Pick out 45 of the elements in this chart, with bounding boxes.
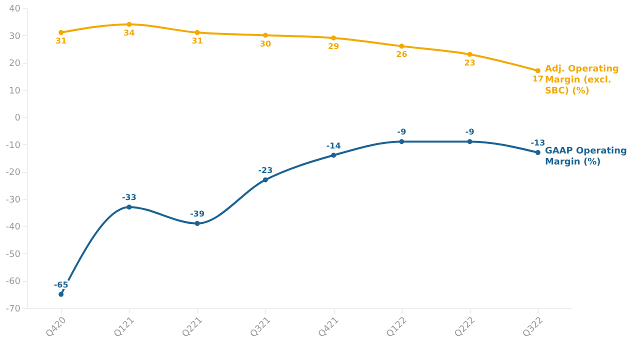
y-tick-label: 20: [9, 59, 21, 70]
point: [194, 220, 200, 226]
data-label: 31: [192, 36, 204, 46]
point: [399, 44, 404, 49]
y-tick-label: 0: [14, 114, 21, 124]
data-label: 29: [328, 42, 340, 51]
series-label: GAAP Operating Margin (%): [544, 146, 627, 168]
data-label: -9: [397, 128, 407, 137]
y-tick-label: -20: [6, 168, 21, 178]
point: [262, 32, 268, 38]
point: [58, 30, 64, 36]
point: [535, 68, 540, 74]
point: [535, 150, 540, 156]
data-label: -23: [258, 166, 273, 175]
point: [126, 204, 132, 210]
point: [331, 36, 336, 40]
point: [58, 292, 64, 297]
y-tick-label: 40: [9, 4, 21, 14]
data-label: 26: [396, 50, 408, 60]
y-tick-label: -40: [6, 222, 21, 233]
data-label: 17: [532, 74, 544, 84]
point: [126, 22, 132, 27]
point: [399, 139, 404, 144]
data-label: -13: [530, 138, 546, 148]
point: [331, 152, 336, 158]
y-tick-label: -60: [6, 277, 21, 288]
data-label: -39: [190, 209, 205, 218]
data-label: -9: [465, 128, 475, 137]
data-label: 30: [260, 39, 272, 48]
data-label: 34: [124, 28, 136, 38]
y-tick-label: 30: [9, 32, 21, 42]
y-tick-label: 10: [9, 86, 21, 96]
data-label: 31: [55, 36, 68, 46]
point: [194, 30, 200, 36]
data-label: -33: [122, 193, 136, 202]
data-label: -14: [326, 141, 342, 150]
point: [262, 177, 268, 182]
y-tick-label: -70: [6, 304, 21, 314]
point: [467, 139, 472, 144]
data-label: 23: [464, 58, 476, 68]
y-tick-label: -50: [6, 250, 21, 260]
point: [467, 52, 472, 57]
y-tick-label: -10: [6, 140, 21, 151]
y-tick-label: -30: [6, 195, 21, 206]
series-label: Adj. Operating Margin (excl. SBC) (%): [544, 64, 619, 97]
